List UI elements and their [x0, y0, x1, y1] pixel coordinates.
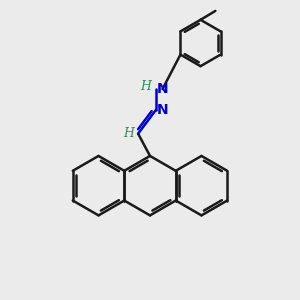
Text: N: N [157, 103, 168, 117]
Text: N: N [157, 82, 168, 96]
Text: H: H [123, 127, 134, 140]
Text: H: H [140, 80, 151, 93]
